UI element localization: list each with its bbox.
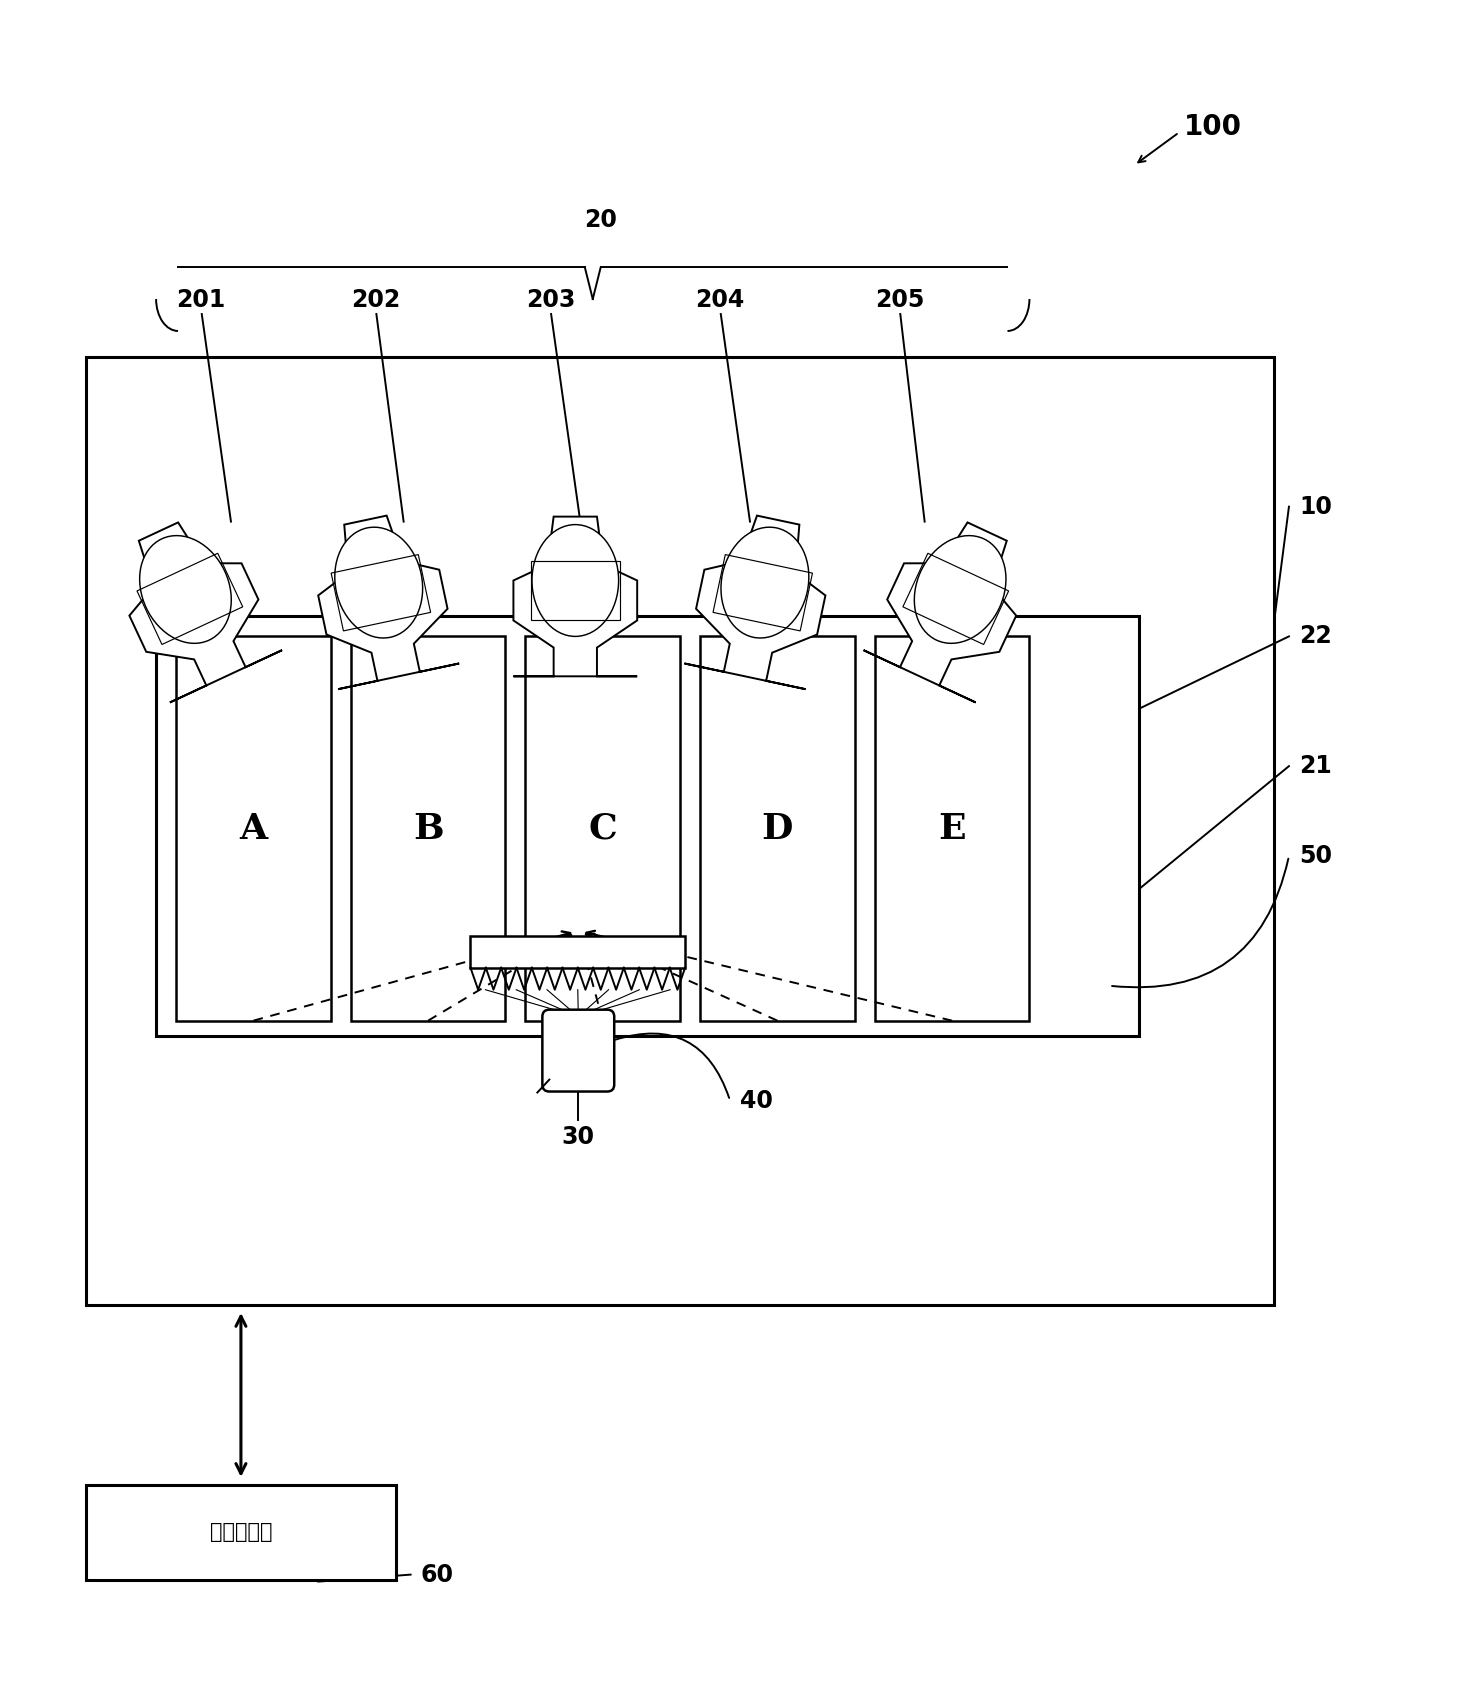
- Polygon shape: [864, 523, 1017, 703]
- Bar: [87, 1485, 396, 1580]
- Text: 204: 204: [695, 288, 745, 312]
- Text: 10: 10: [1298, 494, 1332, 519]
- Bar: [156, 617, 1140, 1035]
- Bar: [700, 636, 855, 1020]
- Polygon shape: [318, 516, 459, 690]
- Bar: [525, 636, 681, 1020]
- Bar: [351, 636, 506, 1020]
- Text: 203: 203: [525, 288, 575, 312]
- Text: 22: 22: [1298, 624, 1332, 649]
- Text: D: D: [761, 811, 794, 845]
- Polygon shape: [513, 516, 637, 676]
- Ellipse shape: [914, 536, 1006, 644]
- Polygon shape: [685, 516, 826, 690]
- Text: 50: 50: [1298, 845, 1332, 868]
- Text: 主处理单元: 主处理单元: [210, 1522, 273, 1543]
- Bar: [874, 636, 1030, 1020]
- Text: C: C: [588, 811, 618, 845]
- FancyBboxPatch shape: [543, 1010, 615, 1091]
- Text: 20: 20: [584, 207, 616, 233]
- Bar: [87, 357, 1273, 1305]
- Ellipse shape: [720, 528, 808, 637]
- Ellipse shape: [334, 528, 422, 637]
- Text: 21: 21: [1298, 754, 1332, 779]
- Text: 205: 205: [874, 288, 924, 312]
- Text: 202: 202: [351, 288, 400, 312]
- Text: 40: 40: [739, 1089, 773, 1113]
- Ellipse shape: [533, 524, 619, 636]
- Text: B: B: [412, 811, 443, 845]
- Text: 30: 30: [562, 1126, 594, 1150]
- Text: A: A: [239, 811, 267, 845]
- Text: 201: 201: [176, 288, 226, 312]
- Polygon shape: [129, 523, 282, 703]
- Bar: [471, 936, 685, 968]
- Text: E: E: [939, 811, 965, 845]
- Bar: [176, 636, 330, 1020]
- Text: 100: 100: [1184, 113, 1243, 142]
- Text: 60: 60: [421, 1563, 453, 1587]
- Ellipse shape: [139, 536, 232, 644]
